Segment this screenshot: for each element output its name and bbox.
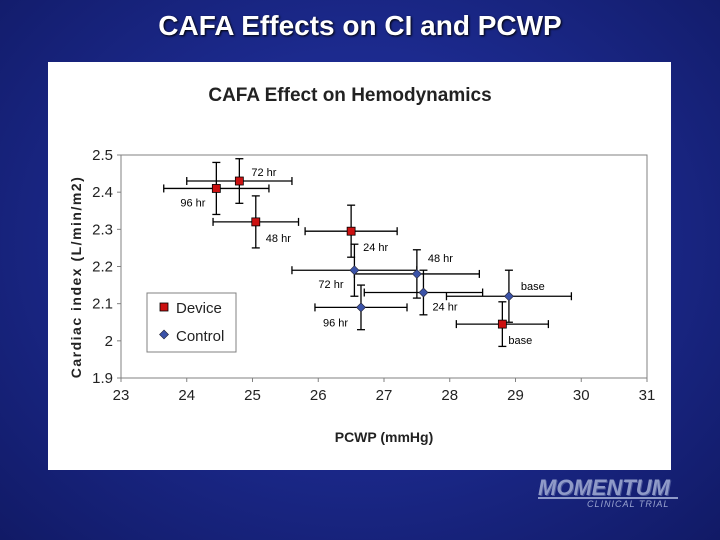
device-point-label: 24 hr [363,242,388,254]
data-markers [211,176,514,329]
y-tick-label: 2.3 [92,221,113,238]
device-point [211,184,221,193]
x-tick-label: 26 [310,387,327,404]
y-tick-label: 2.4 [92,184,113,201]
x-tick-label: 24 [178,387,195,404]
y-tick-label: 2 [105,333,113,350]
device-point [251,217,261,227]
x-tick-label: 23 [113,387,130,404]
hemodynamics-scatter-chart: CAFA Effect on Hemodynamics 23 24 25 26 27 28… [68,85,655,445]
control-point [411,269,422,279]
control-point [349,265,360,276]
x-tick-label: 30 [573,387,590,404]
x-tick-label: 27 [376,387,393,404]
y-tick-label: 2.2 [92,259,113,276]
x-tick-label: 25 [244,387,261,404]
axis-ticks: 23 24 25 26 27 28 29 30 31 1.9 2 2.1 2.2 2.3 2.4 2.5 [92,147,655,404]
control-point [356,302,366,313]
control-point-label: 96 hr [323,317,348,329]
chart-title: CAFA Effect on Hemodynamics [208,85,491,106]
device-point [497,319,507,329]
x-tick-label: 31 [639,387,656,404]
y-tick-label: 2.5 [92,147,113,164]
control-point-label: base [521,281,545,293]
control-point-label: 24 hr [432,302,457,314]
legend-device-label: Device [176,300,222,317]
device-point-label: 48 hr [266,233,291,245]
device-point-label: 72 hr [251,167,276,179]
y-axis-label: Cardiac index (L/min/m2) [68,176,84,378]
x-axis-label: PCWP (mmHg) [335,429,434,445]
logo-sub-text: CLINICAL TRIAL [587,499,670,509]
logo-underline [538,497,678,499]
device-point [346,226,356,236]
momentum-logo: MOMENTUM CLINICAL TRIAL [538,475,688,515]
x-tick-label: 29 [507,387,524,404]
y-tick-label: 2.1 [92,296,113,313]
control-point [418,287,429,298]
slide-title: CAFA Effects on CI and PCWP [158,10,562,41]
chart-panel: CAFA Effect on Hemodynamics 23 24 25 26 27 28… [48,62,671,470]
legend-control-marker [159,329,169,340]
logo-main-text: MOMENTUM [538,475,670,500]
device-point-label: 96 hr [180,197,205,209]
point-labels: base 24 hr 48 hr 72 hr 96 hr base 24 hr 48 hr 72… [180,167,544,347]
device-point [234,176,244,186]
legend: Device Control [146,292,237,353]
control-point-label: 72 hr [318,279,343,291]
control-point-label: 48 hr [428,253,453,265]
control-point [504,291,514,302]
legend-control-label: Control [176,328,224,345]
legend-device-marker [159,302,169,312]
device-point-label: base [508,335,532,347]
x-tick-label: 28 [441,387,458,404]
y-tick-label: 1.9 [92,370,113,387]
